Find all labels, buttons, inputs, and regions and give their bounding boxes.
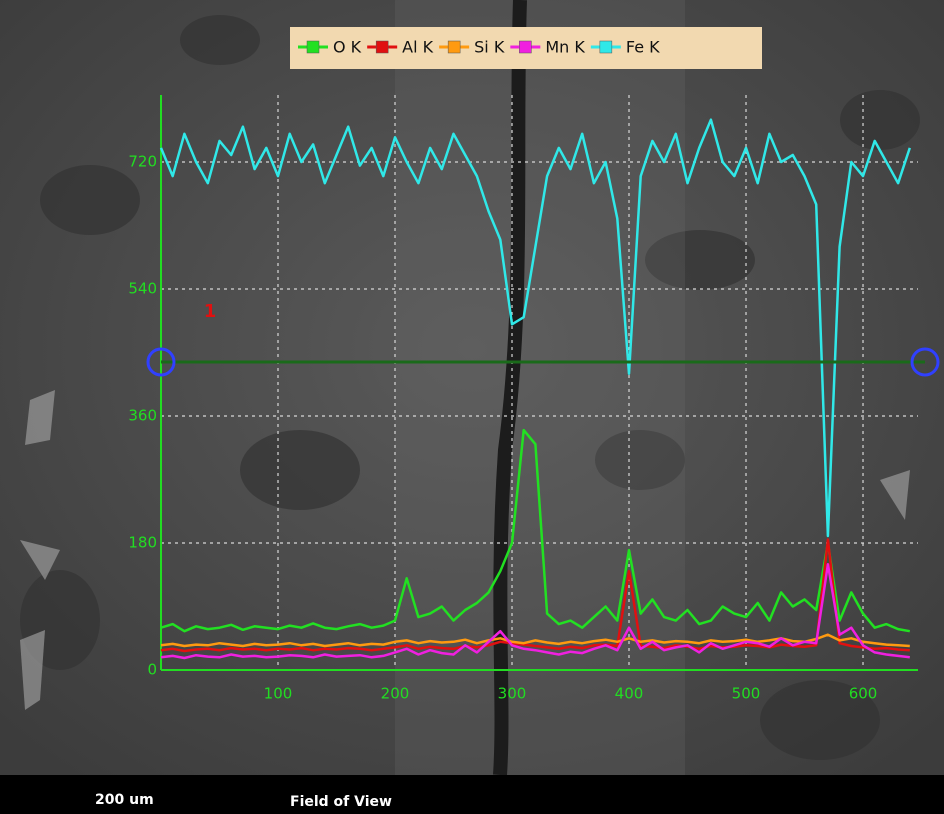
- legend-marker: [447, 40, 461, 54]
- sem-highlights: [20, 390, 910, 710]
- legend-label: Mn K: [545, 38, 585, 57]
- y-tick-label: 180: [128, 534, 157, 552]
- y-tick-label: 360: [128, 407, 157, 425]
- footer-bar: [0, 775, 944, 814]
- x-tick-label: 300: [498, 685, 527, 703]
- x-tick-label: 200: [381, 685, 410, 703]
- series-line: [160, 538, 910, 653]
- x-tick-label: 600: [849, 685, 878, 703]
- y-tick-label: 0: [147, 661, 157, 679]
- series-line: [159, 118, 911, 538]
- legend-marker: [599, 40, 613, 54]
- legend-label: Al K: [402, 38, 433, 57]
- x-tick-label: 100: [264, 685, 293, 703]
- x-tick-label: 400: [615, 685, 644, 703]
- legend-label: O K: [333, 38, 362, 57]
- plot: [159, 118, 911, 660]
- legend-label: Si K: [474, 38, 505, 57]
- x-tick-label: 500: [732, 685, 761, 703]
- series-line: [160, 428, 911, 633]
- axes: 0 180 360 540 720 100 200 300 400 500 600: [128, 95, 918, 703]
- legend-marker: [306, 40, 320, 54]
- y-tick-label: 540: [128, 280, 157, 298]
- y-tick-label: 720: [128, 153, 157, 171]
- footer-label: Field of View: [290, 794, 392, 810]
- cursor-handle[interactable]: [146, 347, 176, 377]
- grainy-region: [395, 0, 685, 775]
- cursor: [146, 347, 940, 377]
- legend-marker: [375, 40, 389, 54]
- series-line: [160, 562, 910, 660]
- image-marker: 1: [204, 301, 217, 322]
- crack: [493, 0, 527, 776]
- scale-label: 200 um: [95, 792, 154, 808]
- legend-marker: [519, 40, 532, 54]
- legend: O K Al K Si K Mn K Fe K: [298, 38, 660, 57]
- cursor-handle[interactable]: [910, 347, 940, 377]
- legend-label: Fe K: [626, 38, 660, 57]
